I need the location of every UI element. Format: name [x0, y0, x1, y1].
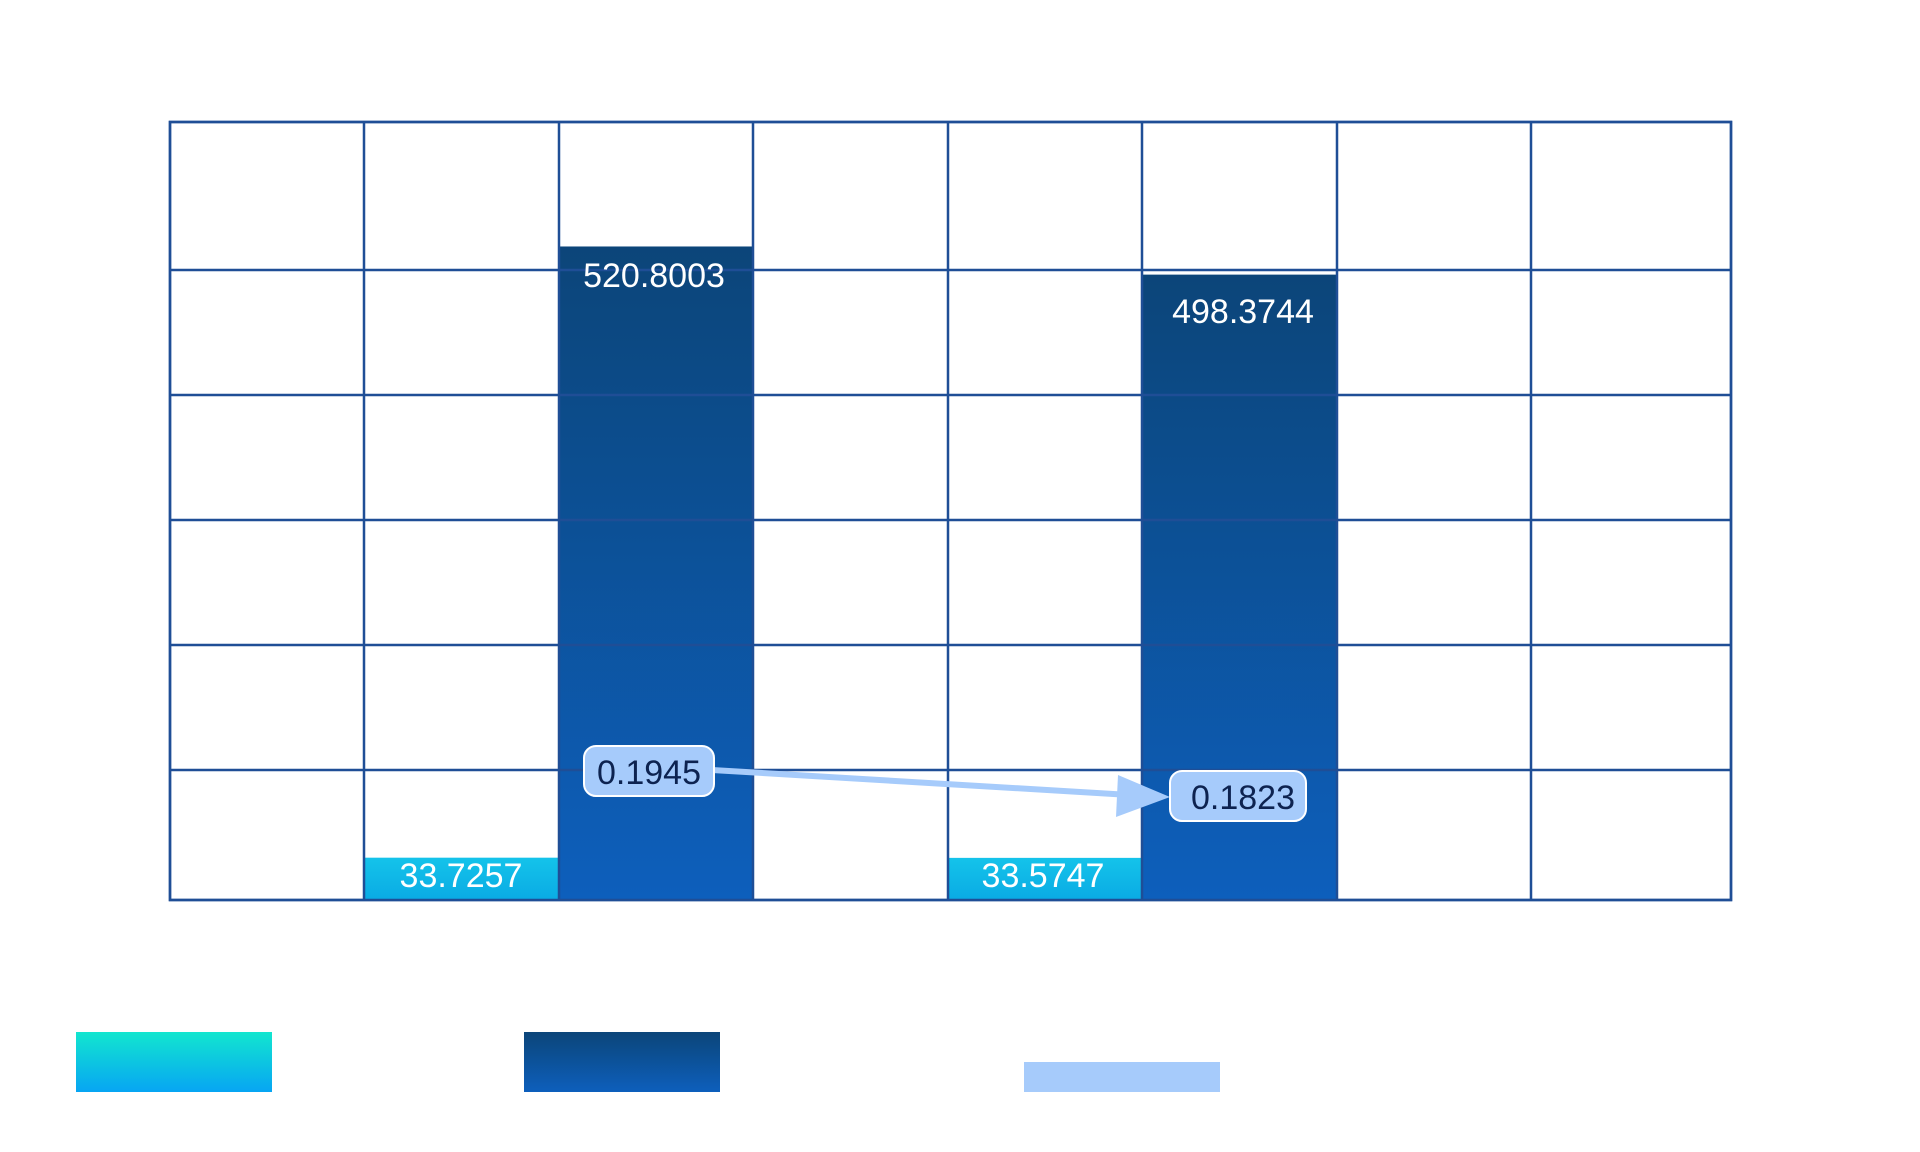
data-label-s2-c: 520.8003 — [583, 257, 725, 295]
legend-swatch-series-2 — [524, 1032, 720, 1092]
bar-s2-col3 — [559, 246, 753, 901]
line-arrowhead — [1116, 775, 1170, 817]
line-segment — [711, 767, 1131, 798]
plot-area: 33.7257 33.5747 520.8003 498.3744 0.1945… — [168, 120, 1733, 902]
legend-item-series-2[interactable] — [524, 1032, 720, 1092]
bar-s1-col2 — [364, 857, 559, 900]
line-label-box-c — [583, 745, 715, 797]
legend-item-series-3[interactable] — [1024, 1062, 1220, 1092]
plot-border — [168, 120, 1733, 902]
legend-item-series-1[interactable] — [76, 1032, 272, 1092]
legend — [76, 1032, 1220, 1092]
data-label-s3-c: 0.1945 — [597, 754, 701, 792]
data-label-s3-f: 0.1823 — [1191, 779, 1295, 817]
data-labels: 33.7257 33.5747 520.8003 498.3744 — [400, 257, 1314, 895]
data-label-s1-b: 33.7257 — [400, 857, 523, 895]
legend-swatch-series-1 — [76, 1032, 272, 1092]
grid-lines — [168, 120, 1733, 902]
line-labels: 0.1945 0.1823 — [583, 745, 1307, 822]
data-label-s1-e: 33.5747 — [982, 857, 1105, 895]
data-label-s2-f: 498.3744 — [1172, 293, 1314, 331]
line-label-box-f — [1169, 770, 1307, 822]
line-series — [711, 767, 1170, 817]
legend-swatch-series-3 — [1024, 1062, 1220, 1092]
bar-s1-col5 — [948, 857, 1142, 900]
